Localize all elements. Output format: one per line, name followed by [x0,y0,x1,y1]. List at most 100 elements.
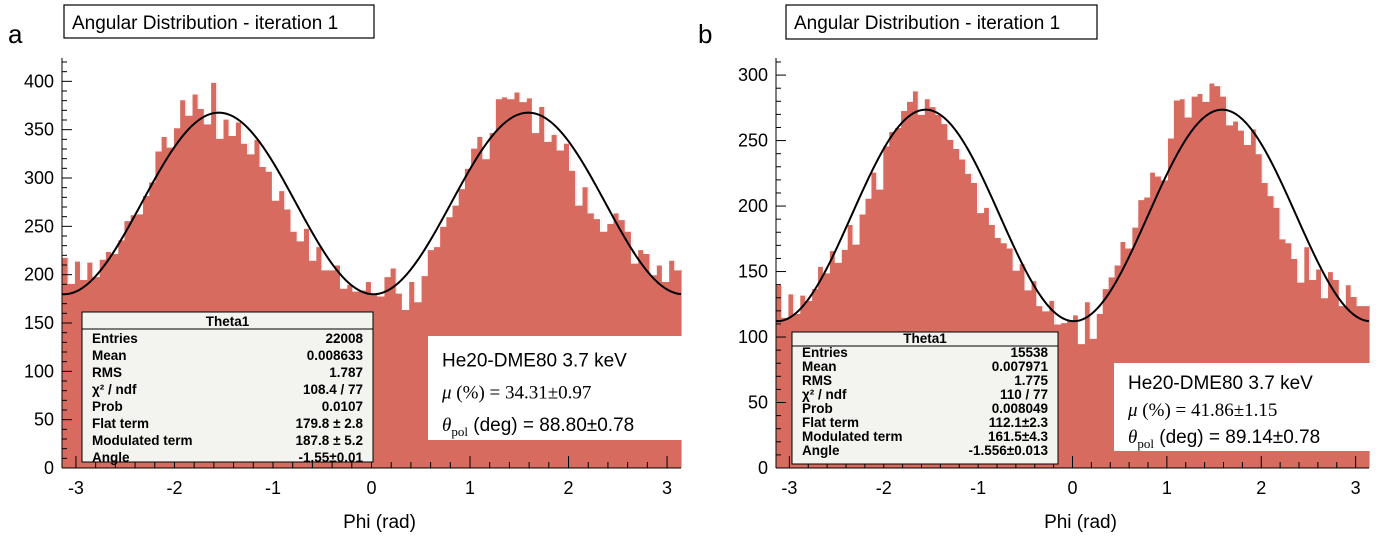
histogram-bar [888,131,896,468]
histogram-bar [222,119,230,469]
y-tick-label: 300 [24,168,54,188]
histogram-bar [1149,172,1157,468]
stats-row-value: 112.1±2.3 [989,415,1049,430]
histogram-bar [870,172,878,468]
histogram-bar [458,188,465,468]
x-tick-label: -1 [970,478,986,498]
histogram-bar [383,276,391,468]
histogram-bar [414,301,422,468]
histogram-bar [489,132,496,469]
y-tick-label: 50 [34,410,54,430]
histogram-bar [210,82,218,469]
histogram-bar [408,281,416,468]
y-tick-label: 0 [44,458,54,478]
histogram-bar [538,106,546,468]
histogram-bar [1262,182,1269,468]
histogram-bar [1060,322,1068,468]
histogram-bar [1131,227,1139,468]
stats-row-label: Modulated term [802,429,903,444]
stats-title: Theta1 [903,331,947,346]
annotation-sample: He20-DME80 3.7 keV [442,351,627,372]
x-tick-label: 0 [1067,478,1077,498]
fit-curve [61,111,682,296]
stats-row-label: Prob [92,399,123,414]
stats-row-label: Modulated term [92,433,193,448]
histogram-bar [216,138,224,468]
histogram-bar [377,295,385,468]
histogram-bar [971,182,979,468]
title-box [63,4,375,39]
x-axis-label: Phi (rad) [343,512,416,533]
x-tick-label: 3 [662,478,672,498]
histogram-bar [235,121,243,468]
stats-row-value: 15538 [1010,345,1048,360]
y-tick-label: 400 [24,71,54,91]
histogram-bar [396,293,404,468]
histogram-bar [1119,241,1127,468]
histogram-bar [930,106,937,469]
histogram-bar [581,186,589,468]
x-tick-label: -3 [781,478,797,498]
y-tick-label: 0 [758,458,768,478]
stats-row-value: 0.008633 [307,348,364,363]
stats-box: Theta1 Entries 15538 Mean 0.007971 RMS 1.775 χ²… [791,331,1059,465]
fit-annotation: He20-DME80 3.7 keV μ (%) = 34.31±0.97 θpol… [428,336,688,440]
stats-row-value: -1.556±0.013 [969,443,1049,458]
histogram-bar [1268,195,1275,468]
stats-row-label: Entries [802,345,848,360]
stats-row-value: 1.775 [1014,373,1048,388]
histogram-bar [1191,96,1198,469]
y-tick-label: 200 [24,265,54,285]
histogram-bar [1226,124,1234,469]
stats-row-label: RMS [92,365,122,380]
histogram-bar [876,189,884,469]
histogram-bar [421,275,428,468]
histogram-bar [253,139,261,469]
histogram-outline [61,81,681,468]
histogram-bar [787,293,795,468]
histogram-bar [247,153,255,469]
histogram-bar [1250,128,1257,468]
histogram-chart-b: b Angular Distribution - iteration 105010… [698,4,1377,533]
stats-row-value: 179.8 ± 2.8 [296,416,364,431]
histogram-bar [1256,153,1263,468]
histogram-bar [185,115,193,469]
stats-row-value: 187.8 ± 5.2 [296,433,363,448]
histogram-bar [1274,207,1281,468]
x-tick-label: 2 [564,478,574,498]
stats-row-label: Prob [802,401,833,416]
histogram-bar [1244,144,1251,468]
x-axis-label: Phi (rad) [1044,512,1117,533]
y-tick-label: 350 [24,120,54,140]
stats-row-value: 161.5±4.3 [988,429,1048,444]
panel-a: a Angular Distribution - iteration 1 0 50 10… [0,0,694,537]
y-tick-label: 300 [738,65,768,85]
y-tick-label: 150 [24,313,54,333]
stats-row-value: 108.4 / 77 [303,382,363,397]
histogram-bar [526,97,534,469]
histogram-bar [563,143,571,468]
histogram-bar [959,158,967,468]
annotation-panel [1114,363,1377,451]
histogram-bar [74,261,82,468]
fit-annotation: He20-DME80 3.7 keV μ (%) = 41.86±1.15 θpol… [1114,363,1377,451]
histogram-bar [1143,196,1151,468]
histogram-bar [198,108,205,469]
histogram-bar [1078,343,1085,468]
stats-row-label: Mean [802,359,837,374]
histogram-bar [501,96,509,469]
histogram-bar [1096,313,1103,468]
x-tick-label: 1 [465,478,475,498]
annotation-angle: θpol (deg) = 88.80±0.78 [442,415,634,439]
annotation-modulation: μ (%) = 41.86±1.15 [1127,400,1277,421]
panel-b: b Angular Distribution - iteration 1 0 50 10… [694,0,1388,537]
x-tick-label: 2 [1256,478,1266,498]
stats-row-value: 0.008049 [992,401,1048,416]
x-tick-label: 1 [1162,478,1172,498]
histogram-bar [68,283,75,468]
histogram-bar [1285,242,1293,468]
histogram-bar [1238,130,1246,469]
histogram-bar [1102,288,1109,468]
histogram-bar [495,98,503,468]
stats-panel [81,311,374,463]
